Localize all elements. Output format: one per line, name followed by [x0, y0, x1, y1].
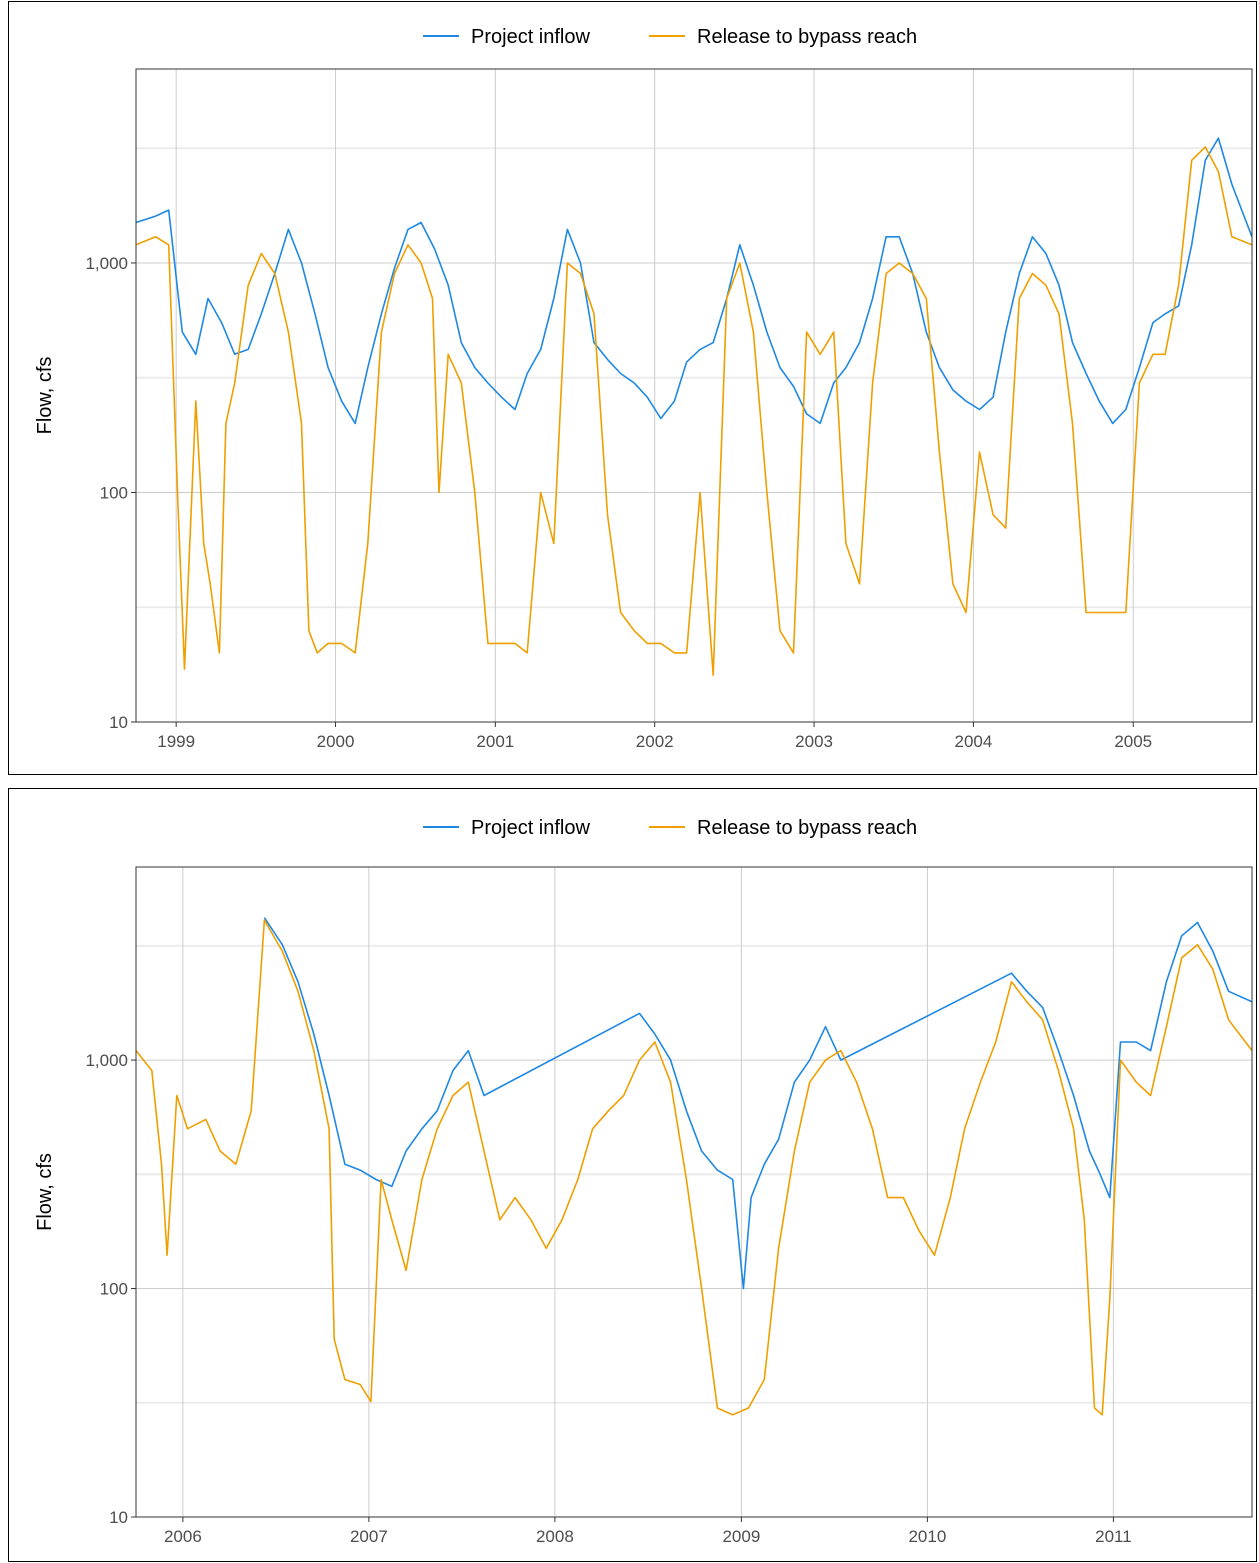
plot-border [135, 866, 1253, 1518]
y-tick-label: 10 [109, 713, 128, 732]
chart-panel-1999-2005: Project inflow Release to bypass reach F… [8, 1, 1257, 775]
series-line-release-to-bypass-reach [136, 919, 1252, 1416]
plot-border [135, 68, 1253, 723]
x-tick-label: 2008 [536, 1527, 574, 1546]
x-tick-label: 2004 [955, 732, 993, 751]
x-tick-label: 2011 [1095, 1527, 1132, 1546]
x-tick-label: 2007 [350, 1527, 388, 1546]
y-tick-label: 1,000 [85, 1051, 128, 1070]
y-tick-label: 1,000 [85, 254, 128, 273]
y-axis-title: Flow, cfs [34, 357, 56, 435]
x-tick-label: 2006 [164, 1527, 202, 1546]
plot-area: 10 100 1,000 1999 2000 2001 2002 2003 2004 2005 [85, 68, 1253, 751]
series-line-project-inflow [136, 137, 1252, 425]
x-tick-label: 2003 [795, 732, 833, 751]
x-tick-label: 2002 [636, 732, 674, 751]
x-tick-label: 2009 [722, 1527, 760, 1546]
y-axis-title: Flow, cfs [34, 1153, 56, 1231]
legend: Project inflow Release to bypass reach [423, 817, 917, 839]
legend-label-release: Release to bypass reach [697, 26, 917, 48]
chart-1-svg: Project inflow Release to bypass reach F… [34, 26, 1253, 751]
series-line-project-inflow [263, 917, 1252, 1290]
chart-panel-2006-2011: Project inflow Release to bypass reach F… [8, 788, 1257, 1562]
series-line-release-to-bypass-reach [136, 146, 1252, 677]
x-tick-label: 1999 [157, 732, 195, 751]
y-tick-label: 10 [109, 1508, 128, 1527]
plot-border-top [135, 68, 1253, 723]
x-tick-label: 2001 [476, 732, 514, 751]
plot-area: 10 100 1,000 2006 2007 2008 2009 2010 2011 [85, 866, 1253, 1546]
plot-border-top [135, 866, 1253, 1518]
legend-label-project-inflow: Project inflow [471, 26, 590, 48]
x-tick-label: 2005 [1114, 732, 1152, 751]
y-tick-label: 100 [100, 1280, 128, 1299]
legend: Project inflow Release to bypass reach [423, 26, 917, 48]
legend-label-release: Release to bypass reach [697, 817, 917, 839]
chart-2-svg: Project inflow Release to bypass reach F… [34, 817, 1253, 1546]
x-tick-label: 2010 [908, 1527, 946, 1546]
x-tick-label: 2000 [317, 732, 355, 751]
y-tick-label: 100 [100, 483, 128, 502]
legend-label-project-inflow: Project inflow [471, 817, 590, 839]
